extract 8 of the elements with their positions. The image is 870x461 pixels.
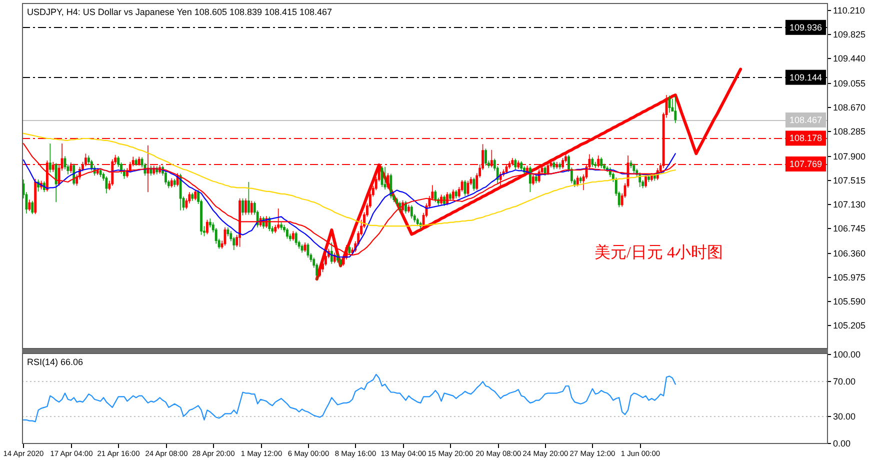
annotation: 美元/日元 4小时图: [594, 244, 723, 262]
title: RSI(14) 66.06: [27, 357, 84, 367]
ref-line-label: 109.936: [789, 22, 822, 32]
ref-line-label: 109.144: [789, 72, 822, 82]
title: USDJPY, H4: US Dollar vs Japanese Yen 108.605 108.839 108.415 108.467: [27, 7, 332, 17]
ref-line-label: 108.178: [789, 133, 822, 144]
ref-line-label: 108.467: [789, 114, 822, 125]
ref-line-label: 107.769: [789, 158, 822, 169]
